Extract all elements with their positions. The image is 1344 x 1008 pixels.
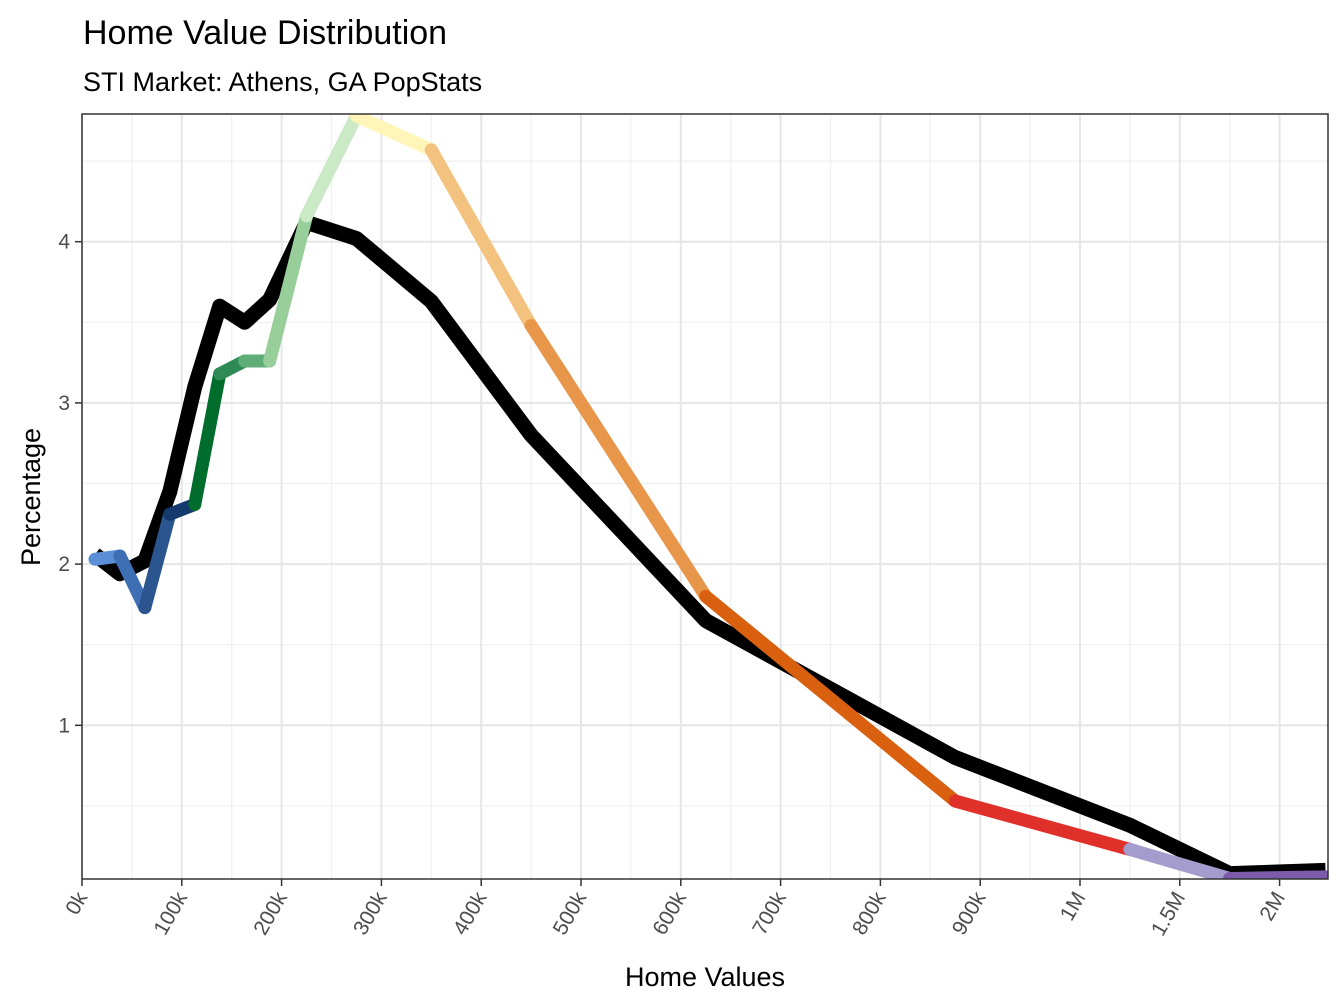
y-axis: 1 2 3 4 — [58, 231, 82, 737]
y-axis-title: Percentage — [16, 428, 46, 566]
series-segment-market — [349, 114, 438, 157]
series-segment-market — [524, 319, 713, 603]
series-segment-market — [948, 794, 1137, 856]
x-tick-label: 200k — [249, 888, 292, 939]
series-segment-market — [300, 114, 363, 223]
x-tick-label: 400k — [449, 888, 492, 939]
series-segment-market — [424, 143, 538, 333]
x-tick-label: 1.5M — [1147, 888, 1190, 940]
y-tick-label: 1 — [58, 714, 70, 737]
x-tick-label: 1M — [1056, 888, 1091, 925]
x-tick-label: 0k — [61, 888, 92, 919]
chart-subtitle: STI Market: Athens, GA PopStats — [83, 67, 482, 97]
x-tick-label: 100k — [149, 888, 192, 939]
x-tick-label: 300k — [349, 888, 392, 939]
x-tick-label: 600k — [648, 888, 691, 939]
x-tick-label: 700k — [748, 888, 791, 939]
plot-panel-border — [81, 113, 1329, 880]
series-segment-market — [138, 507, 177, 615]
x-tick-label: 900k — [948, 888, 991, 939]
x-tick-label: 2M — [1255, 888, 1290, 925]
series-segment-market — [1223, 870, 1328, 879]
series-segment-market — [188, 367, 227, 511]
series-layer — [88, 114, 1328, 879]
series-segment-market — [699, 589, 962, 808]
series-segment-market — [1123, 842, 1237, 879]
y-tick-label: 4 — [58, 231, 70, 254]
y-tick-label: 3 — [58, 392, 70, 415]
x-axis-title: Home Values — [625, 962, 785, 992]
chart-title: Home Value Distribution — [83, 14, 447, 52]
plot-panel-background — [82, 114, 1328, 879]
x-tick-label: 500k — [549, 888, 592, 939]
y-tick-label: 2 — [58, 553, 70, 576]
x-tick-label: 800k — [848, 888, 891, 939]
series-segment-market — [263, 209, 314, 368]
x-axis: 0k 100k 200k 300k 400k 500k 600k 700k 800k 900k 1M… — [61, 879, 1290, 940]
